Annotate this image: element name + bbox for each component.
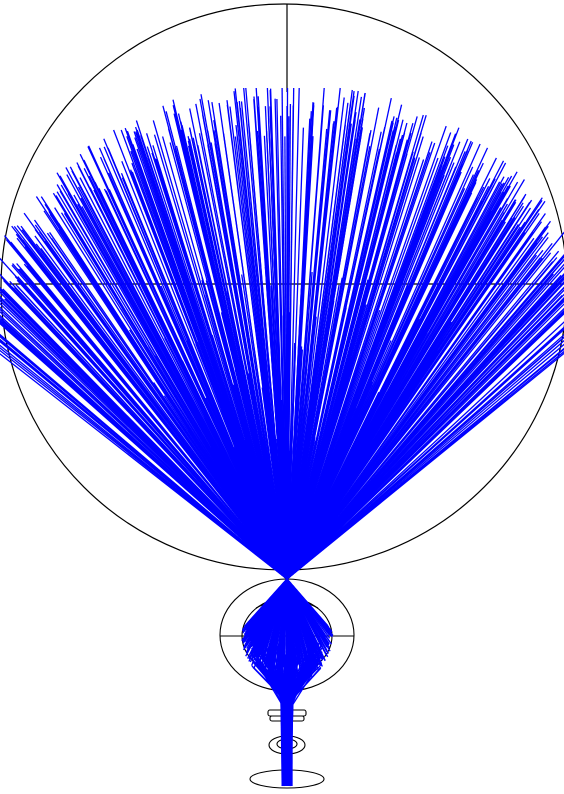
ray-line (245, 578, 288, 657)
ray-line (286, 257, 541, 580)
ray-line (120, 308, 288, 580)
middle-ray-fan (241, 578, 334, 711)
ray-line (16, 268, 288, 580)
ray-line (248, 578, 288, 660)
ray-line (164, 337, 288, 580)
ray-line (286, 578, 307, 674)
ray-line (275, 578, 288, 681)
ray-line (286, 289, 564, 580)
narrow-ray-beam (279, 689, 295, 787)
ray-line (0, 310, 288, 580)
ray-line (286, 263, 564, 580)
ray-line (273, 342, 288, 580)
ray-line (288, 689, 291, 787)
ray-line (286, 316, 317, 580)
ray-line (265, 131, 288, 580)
ray-line (256, 662, 285, 708)
ray-line (241, 362, 288, 580)
ray-line (286, 124, 346, 580)
ray-line (286, 257, 558, 580)
ray-line (286, 174, 474, 580)
ray-line (286, 280, 564, 580)
ray-line (17, 276, 288, 580)
ray-line (286, 272, 313, 580)
ray-line (0, 333, 288, 580)
ray-line (148, 346, 288, 580)
ray-line (241, 274, 288, 580)
ray-line (286, 307, 347, 580)
ray-line (0, 322, 288, 580)
ray-line (275, 438, 288, 580)
ray-line (216, 373, 288, 580)
ray-line (34, 235, 288, 580)
ray-line (15, 284, 288, 580)
ray-line (72, 180, 288, 580)
ray-line (29, 250, 288, 580)
ray-line (151, 337, 288, 580)
ray-line (196, 341, 288, 580)
ray-line (286, 405, 371, 580)
ray-line (286, 309, 381, 580)
ray-line (289, 661, 321, 710)
ray-line (280, 689, 283, 787)
ray-line (286, 326, 564, 580)
ray-line (234, 369, 288, 580)
ray-line (0, 297, 288, 580)
ray-line (124, 332, 288, 580)
ray-line (286, 310, 564, 580)
ray-line (286, 293, 343, 580)
ray-line (286, 333, 564, 580)
ray-line (286, 351, 437, 580)
ray-line (286, 578, 330, 636)
ray-line (0, 344, 288, 580)
focal-point (285, 577, 289, 581)
ray-line (286, 392, 401, 580)
ray-line (286, 343, 564, 580)
ray-line (286, 319, 422, 580)
ray-line (280, 399, 288, 580)
ray-line (203, 294, 288, 580)
ray-line (262, 578, 288, 661)
ray-line (286, 300, 335, 580)
ray-line (289, 653, 323, 705)
ray-line (286, 200, 546, 580)
ray-line (286, 455, 295, 580)
ray-line (5, 239, 288, 580)
ray-line (6, 294, 288, 580)
ray-line (16, 225, 288, 580)
ray-line (242, 578, 288, 640)
ray-line (286, 450, 290, 580)
ray-line (286, 350, 564, 580)
ray-line (245, 578, 288, 643)
ray-line (286, 366, 371, 580)
ray-line (286, 332, 428, 580)
ray-line (221, 424, 288, 580)
ray-line (0, 349, 288, 580)
ray-line (242, 578, 288, 630)
ray-line (286, 578, 331, 652)
ray-line (286, 242, 538, 580)
ray-line (207, 410, 288, 580)
ray-line (286, 332, 420, 580)
ray-line (44, 240, 288, 580)
upper-ray-fan (0, 87, 564, 580)
ray-line (286, 120, 393, 580)
ray-line (286, 237, 549, 580)
ray-line (266, 578, 288, 664)
ray-line (286, 381, 373, 580)
ray-line (281, 689, 285, 787)
ray-line (286, 297, 564, 580)
ray-line (282, 281, 288, 580)
ray-line (3, 279, 288, 580)
ray-line (286, 321, 564, 580)
ray-line (286, 252, 552, 580)
ray-line (286, 424, 336, 580)
